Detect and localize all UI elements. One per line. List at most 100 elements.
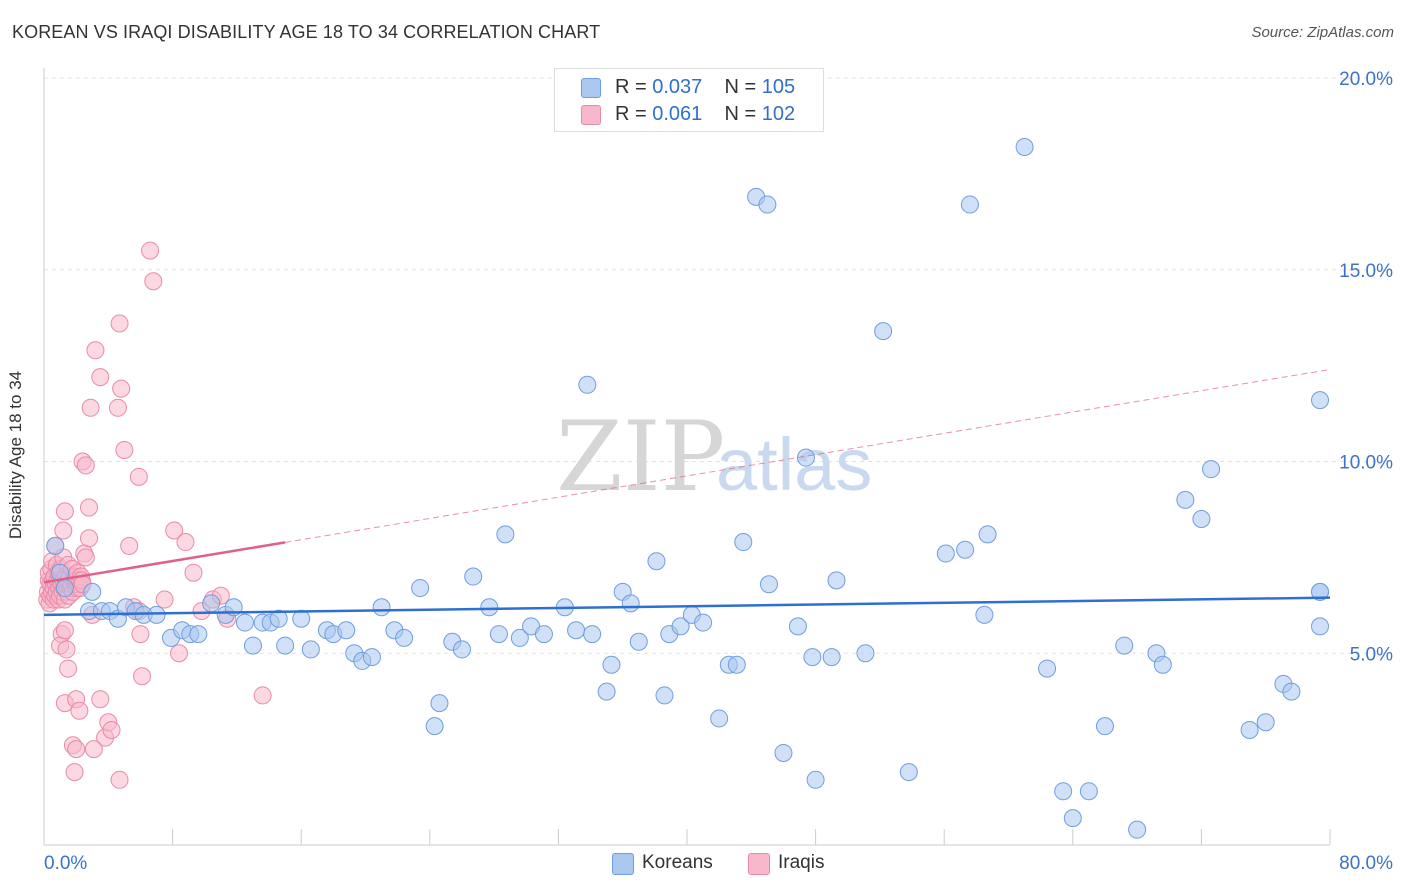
iraqi-point xyxy=(57,640,76,659)
iraqi-point xyxy=(129,467,148,486)
iraqi-point xyxy=(55,621,74,640)
korean-point xyxy=(1015,138,1034,157)
iraqi-point xyxy=(141,241,160,260)
korean-point xyxy=(856,644,875,663)
korean-point xyxy=(694,613,713,632)
korean-point xyxy=(1192,510,1211,529)
korean-point xyxy=(1054,782,1073,801)
iraqi-trend-line-dashed xyxy=(285,368,1331,543)
bottom-legend-swatch-iraqis xyxy=(748,853,770,875)
korean-point xyxy=(1256,713,1275,732)
korean-point xyxy=(189,625,208,644)
korean-point xyxy=(489,625,508,644)
korean-point xyxy=(243,636,262,655)
y-tick-label: 15.0% xyxy=(1339,261,1393,282)
iraqi-point xyxy=(86,341,105,360)
tick-labels: 5.0% 10.0% 15.0% 20.0% 0.0% 80.0% xyxy=(44,69,1393,874)
iraqi-point xyxy=(76,548,95,567)
korean-point xyxy=(55,579,74,598)
korean-point xyxy=(960,195,979,214)
korean-point xyxy=(796,448,815,467)
korean-point xyxy=(583,625,602,644)
iraqi-point xyxy=(184,563,203,582)
watermark-zip: ZIP xyxy=(556,401,725,513)
iraqi-point xyxy=(253,686,272,705)
trend-lines xyxy=(43,368,1331,617)
korean-point xyxy=(788,617,807,636)
iraqi-point xyxy=(91,368,110,387)
korean-point xyxy=(978,525,997,544)
korean-point xyxy=(1128,820,1147,839)
korean-point xyxy=(1063,809,1082,828)
korean-point xyxy=(567,621,586,640)
korean-point xyxy=(337,621,356,640)
korean-point xyxy=(1282,682,1301,701)
korean-point xyxy=(235,613,254,632)
legend-swatch-koreans xyxy=(581,78,601,98)
iraqi-point xyxy=(108,398,127,417)
korean-point xyxy=(395,628,414,647)
bottom-legend-label-iraqis: Iraqis xyxy=(778,852,825,873)
korean-point xyxy=(534,625,553,644)
iraqi-point xyxy=(155,590,174,609)
iraqi-point xyxy=(170,644,189,663)
iraqi-point xyxy=(120,536,139,555)
iraqi-point xyxy=(133,667,152,686)
bottom-legend-swatch-koreans xyxy=(612,853,634,875)
korean-point xyxy=(774,743,793,762)
korean-point xyxy=(430,694,449,713)
korean-series xyxy=(46,138,1329,839)
korean-point xyxy=(1038,659,1057,678)
korean-point xyxy=(602,655,621,674)
korean-point xyxy=(1095,717,1114,736)
korean-point xyxy=(1115,636,1134,655)
korean-point xyxy=(1079,782,1098,801)
grid-lines xyxy=(44,77,1394,654)
korean-point xyxy=(1176,490,1195,509)
x-tick-label: 80.0% xyxy=(1339,853,1393,874)
legend-r-label: R = xyxy=(615,76,647,98)
iraqi-point xyxy=(55,502,74,521)
iraqi-point xyxy=(76,456,95,475)
korean-point xyxy=(1311,582,1329,601)
y-axis-label: Disability Age 18 to 34 xyxy=(6,370,25,540)
watermark-atlas: atlas xyxy=(716,423,872,506)
iraqi-point xyxy=(80,498,99,517)
iraqi-point xyxy=(80,529,99,548)
legend: R = 0.037 N = 105 R = 0.061 N = 102 xyxy=(554,68,824,132)
legend-r-label: R = xyxy=(615,103,647,125)
chart-title: KOREAN VS IRAQI DISABILITY AGE 18 TO 34 … xyxy=(12,22,601,42)
korean-point xyxy=(874,322,893,341)
korean-point xyxy=(1240,720,1259,739)
legend-r-value: 0.037 xyxy=(652,76,703,98)
korean-point xyxy=(1202,460,1221,479)
korean-point xyxy=(806,770,825,789)
iraqi-point xyxy=(115,440,134,459)
legend-n-label: N = xyxy=(724,103,757,125)
korean-point xyxy=(372,598,391,617)
iraqi-point xyxy=(81,398,100,417)
iraqi-point xyxy=(67,740,86,759)
iraqi-point xyxy=(54,521,73,540)
korean-point xyxy=(276,636,295,655)
iraqi-series xyxy=(38,241,272,789)
korean-point xyxy=(578,375,597,394)
korean-point xyxy=(46,536,65,555)
iraqi-trend-line-solid xyxy=(43,541,286,584)
iraqi-point xyxy=(110,770,129,789)
korean-point xyxy=(758,195,777,214)
korean-point xyxy=(480,598,499,617)
legend-r-value: 0.061 xyxy=(652,103,703,125)
korean-point xyxy=(621,594,640,613)
korean-point xyxy=(710,709,729,728)
korean-point xyxy=(269,609,288,628)
korean-point xyxy=(147,605,166,624)
korean-point xyxy=(827,571,846,590)
iraqi-point xyxy=(176,533,195,552)
korean-point xyxy=(936,544,955,563)
source-label: Source: ZipAtlas.com xyxy=(1251,24,1394,41)
iraqi-point xyxy=(131,625,150,644)
korean-point xyxy=(899,763,918,782)
iraqi-point xyxy=(65,763,84,782)
korean-point xyxy=(629,632,648,651)
